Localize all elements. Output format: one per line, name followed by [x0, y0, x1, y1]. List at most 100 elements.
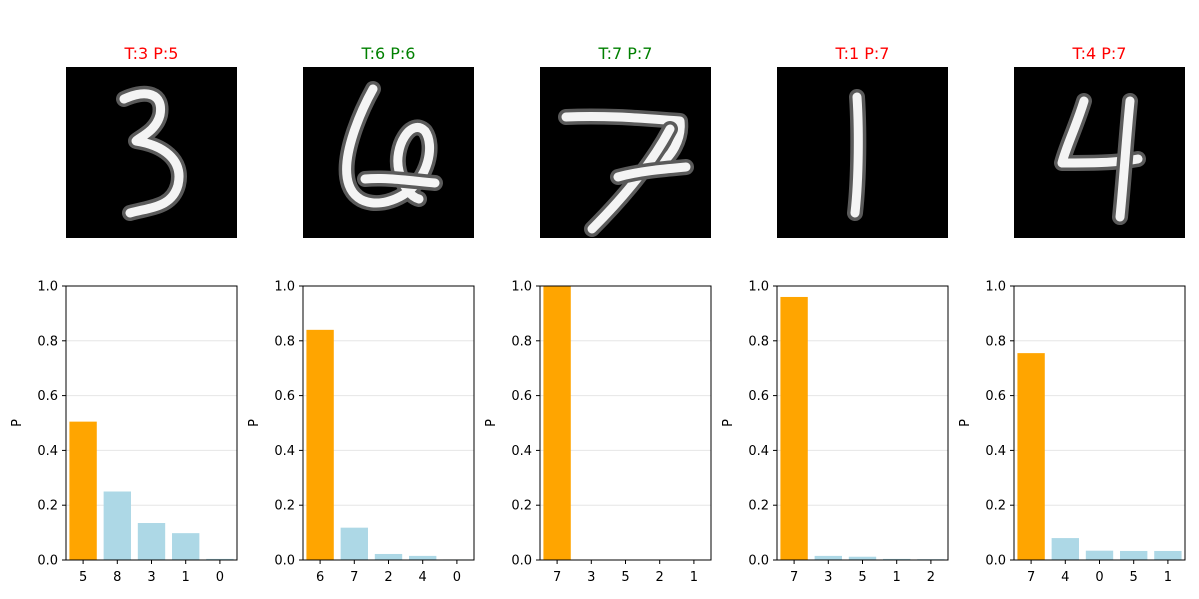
y-tick-label: 0.4 [748, 444, 769, 459]
panel-title: T:3 P:5 [124, 44, 179, 63]
digit-image [540, 67, 711, 238]
x-tick-label: 1 [893, 570, 901, 585]
x-tick-label: 3 [147, 570, 155, 585]
x-tick-label: 5 [79, 570, 87, 585]
y-tick-label: 0.0 [37, 554, 58, 569]
x-tick-label: 5 [621, 570, 629, 585]
digit-image [303, 67, 474, 238]
y-tick-label: 0.2 [985, 499, 1006, 514]
y-axis-label: P [958, 419, 973, 427]
y-tick-label: 0.6 [274, 389, 295, 404]
y-tick-label: 0.2 [274, 499, 295, 514]
x-tick-label: 0 [216, 570, 224, 585]
y-tick-label: 1.0 [274, 280, 295, 295]
x-tick-label: 7 [1027, 570, 1035, 585]
y-tick-label: 0.6 [985, 389, 1006, 404]
bar-7 [1017, 353, 1045, 560]
y-tick-label: 0.0 [511, 554, 532, 569]
x-tick-label: 6 [316, 570, 324, 585]
x-tick-label: 2 [656, 570, 664, 585]
bar-5 [848, 556, 877, 560]
digit-stroke [1115, 96, 1135, 222]
digit-stroke [119, 89, 184, 218]
bar-4 [409, 555, 437, 560]
y-tick-label: 0.8 [748, 334, 769, 349]
x-tick-label: 1 [1164, 570, 1172, 585]
digit-stroke [360, 173, 440, 188]
y-tick-label: 0.8 [37, 334, 58, 349]
bar-7 [340, 527, 368, 560]
y-tick-label: 1.0 [37, 280, 58, 295]
digit-7-strokes [558, 108, 694, 237]
x-tick-label: 0 [453, 570, 461, 585]
y-tick-label: 1.0 [748, 280, 769, 295]
x-tick-label: 7 [790, 570, 798, 585]
y-tick-label: 0.0 [985, 554, 1006, 569]
digit-image-background [540, 67, 711, 238]
y-tick-label: 0.6 [748, 389, 769, 404]
probability-chart: 0.0 0.2 0.4 0.6 0.8 1.0 7 3 5 1 2 P [721, 280, 949, 585]
x-tick-label: 4 [419, 570, 427, 585]
probability-chart: 0.0 0.2 0.4 0.6 0.8 1.0 7 4 0 5 1 P [958, 280, 1186, 585]
panel-2: T:6 P:6 0.0 0.2 0.4 0.6 0.8 1.0 6 7 2 4 0 P [247, 44, 475, 585]
digit-1-strokes [847, 89, 867, 221]
panel-title: T:4 P:7 [1072, 44, 1127, 63]
bar-3 [814, 555, 842, 560]
digit-stroke [342, 84, 435, 208]
y-tick-label: 0.6 [511, 389, 532, 404]
probability-chart: 0.0 0.2 0.4 0.6 0.8 1.0 7 3 5 2 1 P [484, 280, 712, 585]
y-tick-label: 0.2 [37, 499, 58, 514]
y-tick-label: 0.2 [748, 499, 769, 514]
probability-chart: 0.0 0.2 0.4 0.6 0.8 1.0 6 7 2 4 0 P [247, 280, 475, 585]
digit-image [777, 67, 948, 238]
y-tick-label: 1.0 [511, 280, 532, 295]
x-tick-label: 2 [384, 570, 392, 585]
bar-0 [1085, 550, 1114, 560]
x-tick-label: 8 [113, 570, 121, 585]
panel-title: T:6 P:6 [361, 44, 416, 63]
probability-chart: 0.0 0.2 0.4 0.6 0.8 1.0 5 8 3 1 0 P [10, 280, 238, 585]
y-tick-label: 0.0 [274, 554, 295, 569]
bar-3 [137, 523, 166, 560]
bar-5 [1120, 550, 1148, 560]
panel-5: T:4 P:7 0.0 0.2 0.4 0.6 0.8 1.0 7 4 0 5 1 P [958, 44, 1186, 585]
digit-6-strokes [338, 81, 443, 211]
digit-image-background [1014, 67, 1185, 238]
panel-title: T:7 P:7 [598, 44, 653, 63]
digit-image [66, 67, 237, 238]
y-tick-label: 0.6 [37, 389, 58, 404]
bar-4 [1051, 538, 1079, 560]
x-tick-label: 5 [1130, 570, 1138, 585]
x-tick-label: 2 [927, 570, 935, 585]
panel-4: T:1 P:7 0.0 0.2 0.4 0.6 0.8 1.0 7 3 5 1 2 P [721, 44, 949, 585]
bar-1 [1154, 550, 1182, 560]
bar-8 [103, 491, 131, 560]
y-axis-label: P [721, 419, 736, 427]
y-tick-label: 0.0 [748, 554, 769, 569]
y-tick-label: 0.8 [511, 334, 532, 349]
panel-title: T:1 P:7 [835, 44, 890, 63]
y-tick-label: 0.4 [274, 444, 295, 459]
panel-1: T:3 P:5 0.0 0.2 0.4 0.6 0.8 1.0 5 8 3 1 0 P [10, 44, 238, 585]
y-tick-label: 0.8 [274, 334, 295, 349]
digit-stroke [613, 162, 691, 182]
y-tick-label: 0.4 [511, 444, 532, 459]
y-tick-label: 0.4 [37, 444, 58, 459]
bar-1 [172, 533, 200, 560]
bar-0 [206, 558, 234, 560]
x-tick-label: 1 [182, 570, 190, 585]
y-tick-label: 0.4 [985, 444, 1006, 459]
x-tick-label: 3 [824, 570, 832, 585]
bar-7 [780, 296, 808, 560]
y-tick-label: 0.2 [511, 499, 532, 514]
x-tick-label: 7 [350, 570, 358, 585]
x-tick-label: 3 [587, 570, 595, 585]
bar-7 [543, 286, 571, 560]
digit-image [1014, 67, 1185, 238]
x-tick-label: 0 [1095, 570, 1103, 585]
bar-2 [374, 553, 403, 560]
digit-stroke [850, 92, 863, 218]
y-axis-label: P [10, 419, 25, 427]
bar-5 [69, 421, 97, 560]
digit-stroke [561, 111, 685, 172]
